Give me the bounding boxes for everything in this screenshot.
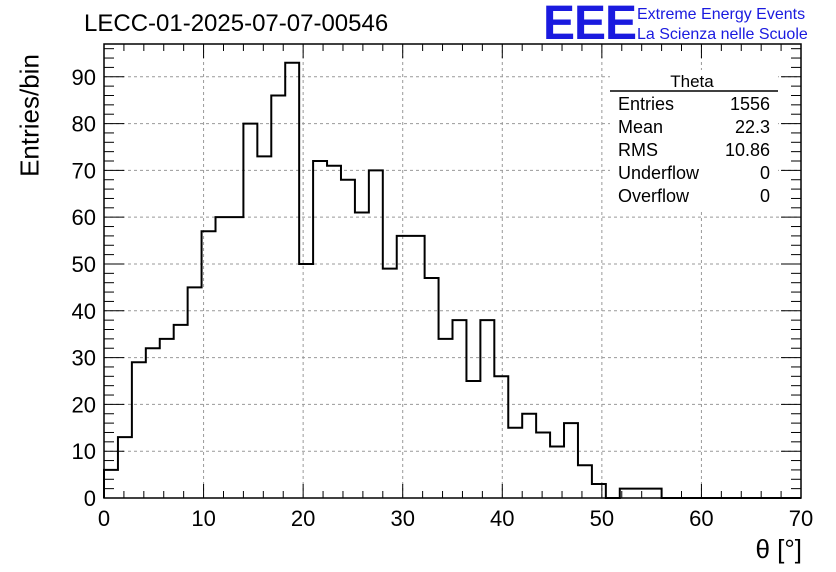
plot-frame <box>103 43 802 499</box>
stats-row-label: Mean <box>618 117 663 137</box>
x-tick-label: 60 <box>689 506 713 531</box>
logo-line-1: Extreme Energy Events <box>637 6 806 23</box>
stats-box-name: Theta <box>670 72 714 91</box>
stats-row-label: Entries <box>618 94 674 114</box>
stats-row-value: 22.3 <box>735 117 770 137</box>
x-tick-label: 0 <box>98 506 110 531</box>
y-tick-label: 20 <box>72 392 96 417</box>
y-tick-label: 60 <box>72 205 96 230</box>
x-tick-label: 30 <box>390 506 414 531</box>
eee-logo: EEE <box>543 0 637 50</box>
y-tick-label: 0 <box>84 486 96 511</box>
y-tick-label: 90 <box>72 65 96 90</box>
stats-row-value: 0 <box>760 186 770 206</box>
stats-row-value: 1556 <box>730 94 770 114</box>
stats-row-label: RMS <box>618 140 658 160</box>
y-tick-label: 10 <box>72 439 96 464</box>
y-tick-label: 70 <box>72 158 96 183</box>
stats-box <box>610 70 778 212</box>
stats-row-label: Overflow <box>618 186 690 206</box>
x-axis-label: θ [°] <box>755 534 802 564</box>
y-tick-label: 30 <box>72 346 96 371</box>
logo-line-2: La Scienza nelle Scuole <box>637 26 808 43</box>
y-tick-label: 40 <box>72 299 96 324</box>
x-tick-label: 10 <box>191 506 215 531</box>
histogram-series-line <box>103 61 801 499</box>
stats-row-label: Underflow <box>618 163 700 183</box>
y-tick-label: 50 <box>72 252 96 277</box>
x-tick-label: 20 <box>291 506 315 531</box>
y-tick-label: 80 <box>72 112 96 137</box>
stats-row-value: 10.86 <box>725 140 770 160</box>
x-tick-label: 70 <box>789 506 813 531</box>
x-tick-label: 40 <box>490 506 514 531</box>
chart-title: LECC-01-2025-07-07-00546 <box>84 10 389 37</box>
x-tick-label: 50 <box>590 506 614 531</box>
stats-row-value: 0 <box>760 163 770 183</box>
